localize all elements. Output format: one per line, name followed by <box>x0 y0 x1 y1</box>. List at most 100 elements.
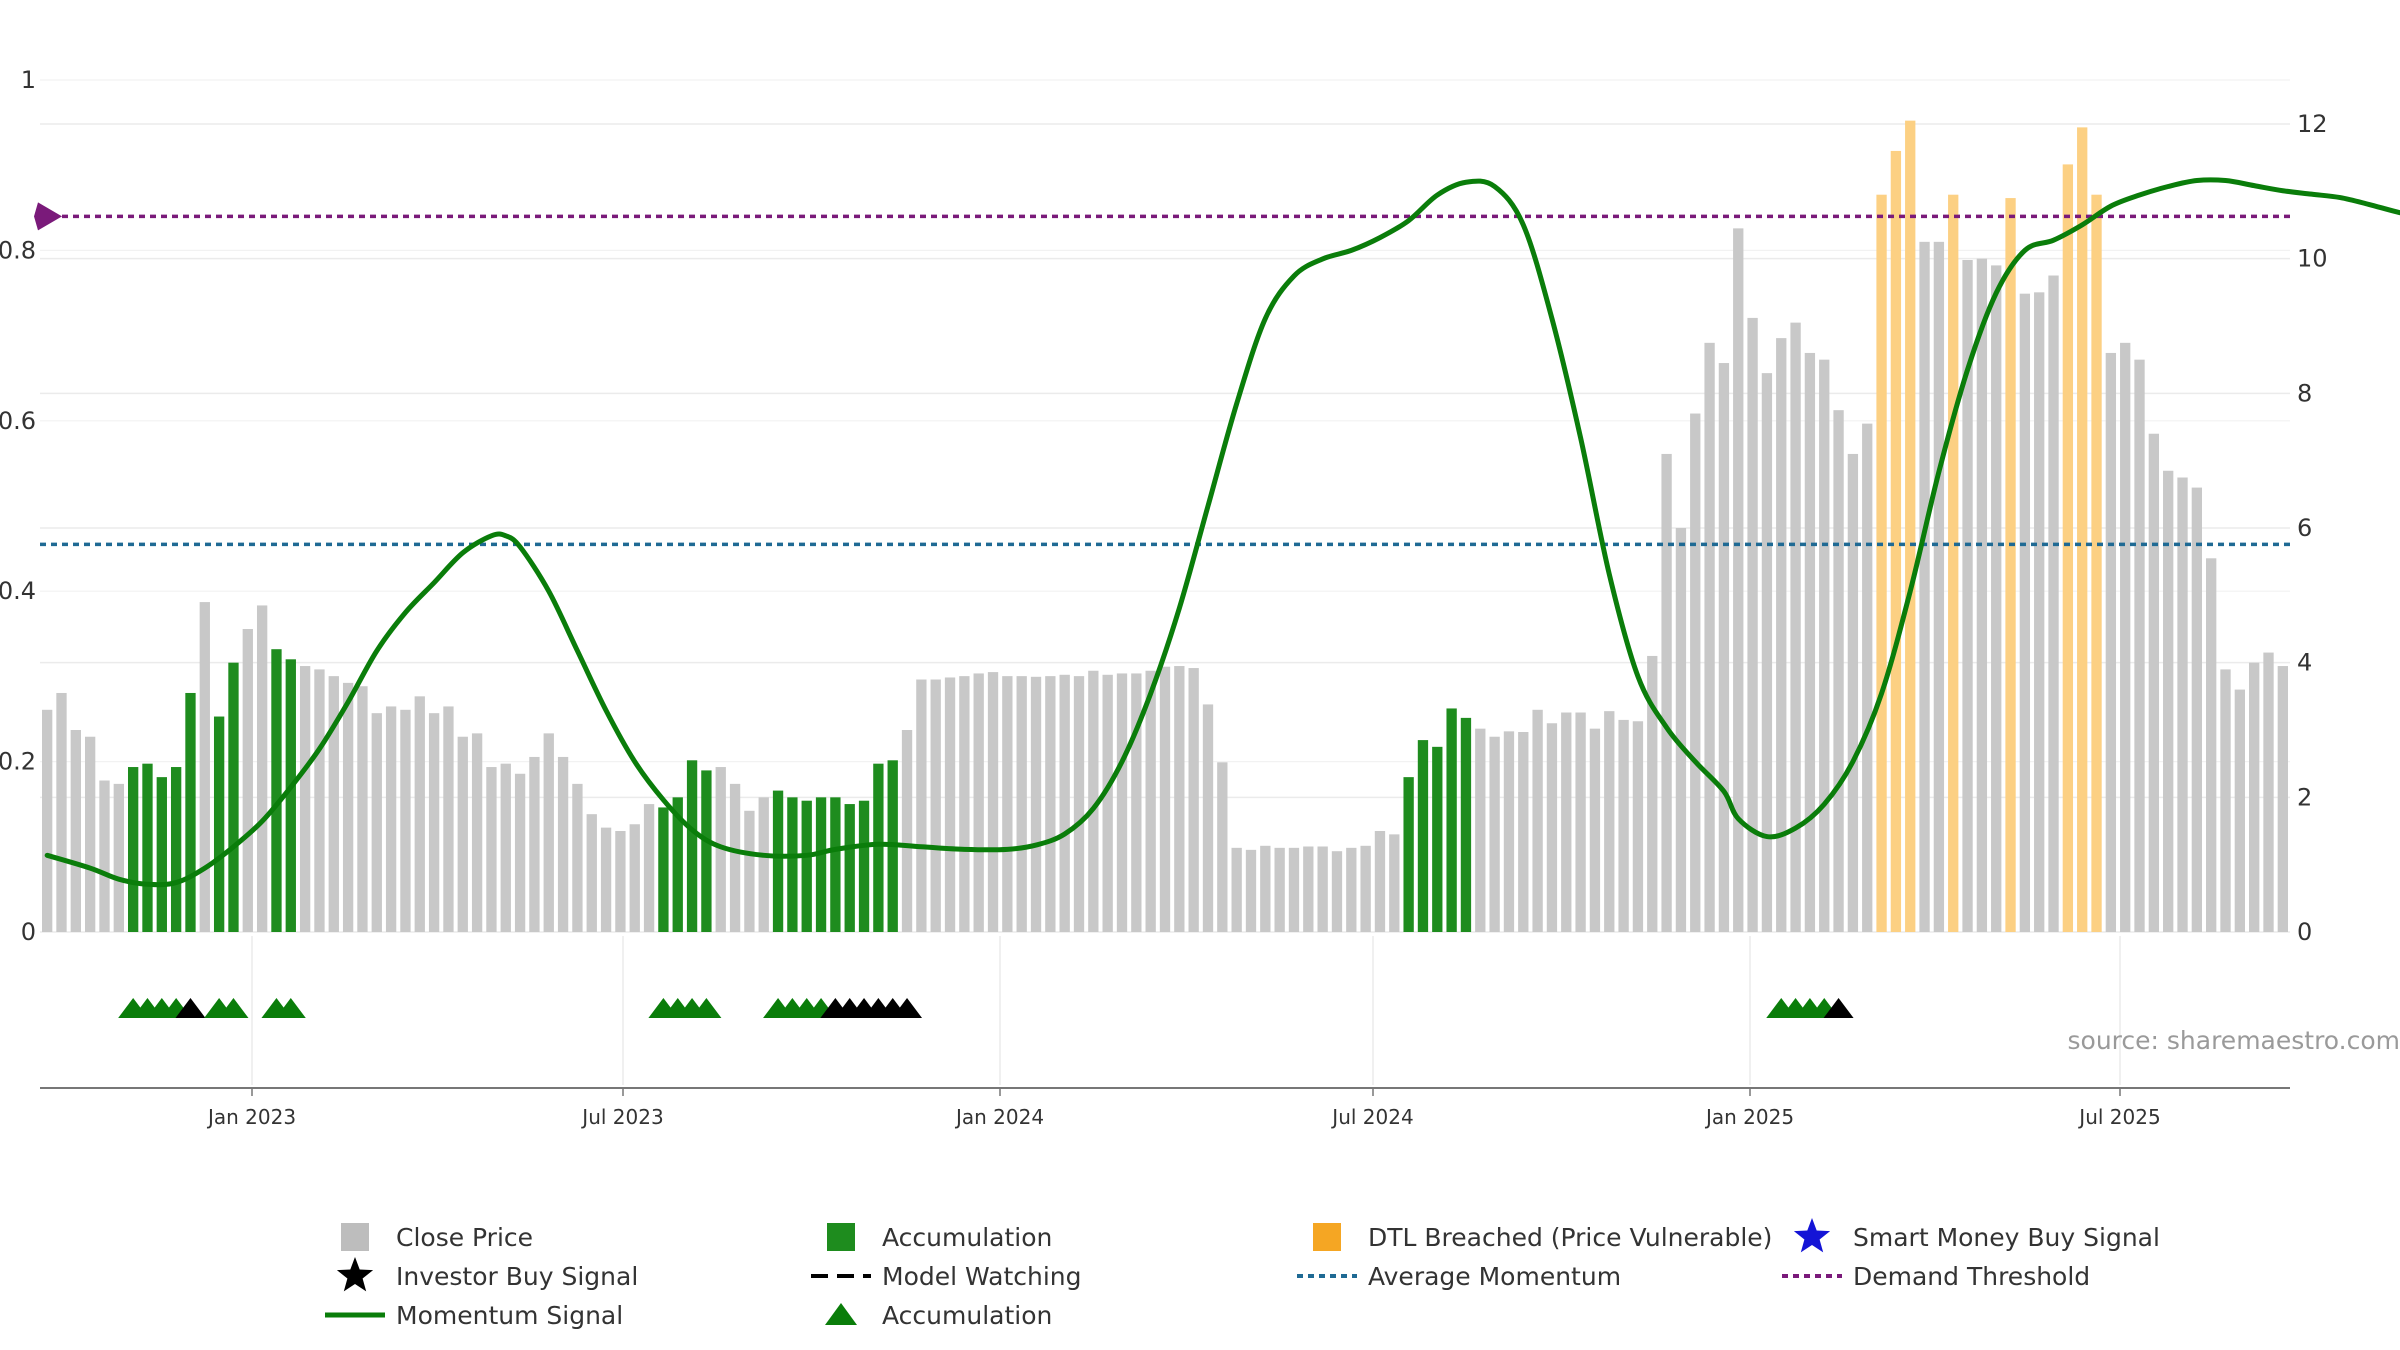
bar <box>1919 241 1930 933</box>
bar <box>443 706 454 932</box>
legend-swatch <box>1313 1223 1341 1251</box>
bar <box>1231 847 1242 932</box>
investor-marker <box>175 998 206 1018</box>
legend-star-icon <box>1793 1218 1831 1253</box>
bar <box>2019 293 2031 932</box>
bar <box>2177 477 2188 932</box>
bar <box>2105 352 2117 932</box>
momentum-signal <box>44 177 2400 888</box>
bar <box>557 756 569 932</box>
bar <box>357 686 368 932</box>
bar <box>1589 728 1601 932</box>
bar <box>1331 851 1343 932</box>
bar <box>1116 673 1128 932</box>
bar <box>514 773 526 932</box>
bar <box>801 800 812 932</box>
bar <box>185 692 196 932</box>
legend-label: Demand Threshold <box>1853 1262 2090 1291</box>
bar <box>1776 338 1787 932</box>
bar <box>1475 728 1486 932</box>
y-right-tick-label: 12 <box>2297 110 2328 138</box>
bar <box>457 736 468 932</box>
legend-label: Accumulation <box>882 1301 1052 1330</box>
bar <box>1260 845 1271 932</box>
bar <box>1016 676 1027 932</box>
bar <box>2206 558 2217 932</box>
bar <box>1518 732 1529 932</box>
bar <box>1131 673 1142 932</box>
x-tick-label: Jan 2024 <box>954 1105 1044 1129</box>
bar <box>1030 676 1042 932</box>
bar <box>1088 670 1099 932</box>
bar <box>1561 712 1572 932</box>
bar <box>1403 777 1414 932</box>
bar <box>529 756 540 932</box>
bar <box>1102 674 1113 932</box>
bar <box>944 677 956 932</box>
legend-label: Accumulation <box>882 1223 1052 1252</box>
bar <box>256 605 268 932</box>
bar <box>156 777 167 932</box>
bar <box>643 804 655 932</box>
legend-item: Average Momentum <box>1297 1262 1621 1291</box>
bar <box>1417 740 1429 932</box>
bar <box>772 790 784 932</box>
bar <box>113 783 124 932</box>
bar <box>1202 704 1214 932</box>
y-right-tick-label: 6 <box>2297 514 2312 542</box>
reference-lines <box>34 202 2290 547</box>
bar <box>2134 359 2145 933</box>
bar <box>1317 846 1328 932</box>
y-right-tick-label: 8 <box>2297 379 2312 407</box>
bar <box>1962 260 1973 933</box>
bar <box>715 767 726 932</box>
bar <box>830 797 841 932</box>
bar <box>1346 847 1357 932</box>
bar <box>787 797 798 932</box>
legend: Close Price Accumulation DTL Breached (Pri… <box>325 1218 2160 1330</box>
bar <box>930 679 941 932</box>
bar <box>56 692 67 932</box>
x-tick-label: Jul 2025 <box>2077 1105 2160 1129</box>
bar <box>1274 847 1285 932</box>
bar <box>901 730 913 932</box>
legend-item: Momentum Signal <box>325 1301 623 1330</box>
y-left-tick-label: 0 <box>21 918 36 946</box>
bar <box>342 682 354 932</box>
bar <box>471 733 483 932</box>
y-right-tick-label: 10 <box>2297 245 2328 273</box>
bar <box>1604 711 1615 932</box>
legend-item: Investor Buy Signal <box>336 1257 638 1292</box>
bar <box>414 696 425 932</box>
bar <box>1991 265 2002 932</box>
bar <box>973 673 984 932</box>
bar <box>1389 834 1400 932</box>
bar <box>1575 712 1586 932</box>
bar <box>1632 721 1644 932</box>
bar <box>1059 674 1070 932</box>
x-tick-label: Jan 2023 <box>206 1105 296 1129</box>
bar <box>729 783 741 932</box>
y-right-tick-label: 0 <box>2297 918 2312 946</box>
legend-item: Close Price <box>341 1223 533 1252</box>
bar <box>1288 847 1300 932</box>
bar <box>1790 322 1801 933</box>
bar <box>2077 127 2088 932</box>
bar <box>1073 676 1085 932</box>
bar <box>142 763 153 932</box>
bar <box>1733 228 1744 932</box>
bar <box>2091 194 2102 932</box>
bar <box>271 649 282 932</box>
momentum-line <box>44 177 2400 888</box>
bar <box>1374 831 1386 932</box>
bar <box>2120 342 2131 932</box>
y-right-tick-label: 2 <box>2297 783 2312 811</box>
legend-label: Smart Money Buy Signal <box>1853 1223 2160 1252</box>
bar <box>299 666 311 932</box>
bar <box>2263 652 2274 932</box>
bar <box>285 659 296 932</box>
bar <box>2234 689 2245 932</box>
bar <box>586 814 597 932</box>
bar <box>70 730 81 932</box>
